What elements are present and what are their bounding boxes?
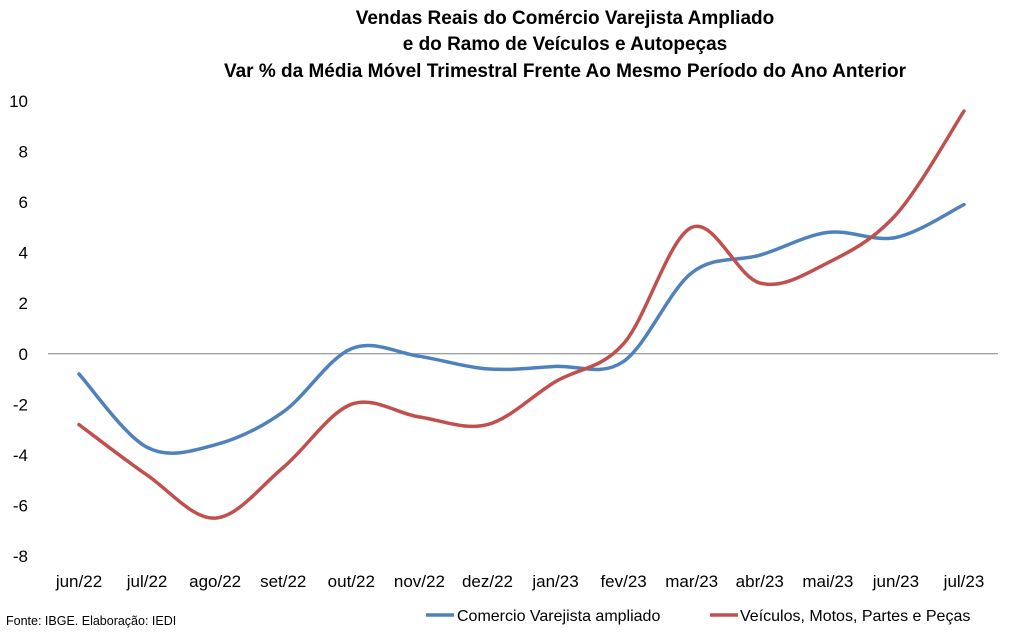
x-tick-label: ago/22: [189, 572, 241, 591]
x-tick-label: mar/23: [665, 572, 718, 591]
x-tick-label: out/22: [328, 572, 375, 591]
x-tick-label: jan/23: [531, 572, 578, 591]
y-tick-label: -2: [13, 395, 28, 414]
x-tick-label: nov/22: [394, 572, 445, 591]
source-note: Fonte: IBGE. Elaboração: IEDI: [6, 614, 176, 628]
x-tick-label: jul/23: [943, 572, 985, 591]
x-tick-label: set/22: [260, 572, 306, 591]
y-tick-label: 2: [19, 294, 28, 313]
chart-title-line: Vendas Reais do Comércio Varejista Ampli…: [356, 8, 775, 29]
x-tick-label: fev/23: [600, 572, 646, 591]
x-tick-label: dez/22: [462, 572, 513, 591]
x-tick-label: abr/23: [736, 572, 784, 591]
y-tick-label: 8: [19, 143, 28, 162]
chart-title-line: e do Ramo de Veículos e Autopeças: [403, 34, 728, 55]
legend-label: Comercio Varejista ampliado: [457, 608, 660, 625]
x-tick-label: jul/22: [126, 572, 168, 591]
y-tick-label: 0: [19, 345, 28, 364]
y-tick-label: -6: [13, 496, 28, 515]
y-tick-label: -8: [13, 547, 28, 566]
y-tick-label: 10: [9, 92, 28, 111]
x-tick-label: jun/23: [872, 572, 919, 591]
x-tick-label: mai/23: [802, 572, 853, 591]
chart-title: Vendas Reais do Comércio Varejista Ampli…: [224, 8, 907, 82]
y-tick-label: 4: [19, 244, 28, 263]
legend: Comercio Varejista ampliado Veículos, Mot…: [426, 608, 970, 625]
series-line-2: [77, 109, 966, 520]
series-lines: [77, 109, 966, 520]
x-tick-label: jun/22: [55, 572, 102, 591]
y-tick-label: -4: [13, 446, 28, 465]
series-line-1: [77, 202, 966, 455]
x-axis-tick-labels: jun/22 jul/22 ago/22 set/22 out/22 nov/22 dez/…: [55, 572, 984, 591]
y-axis-tick-labels: 10 8 6 4 2 0 -2 -4 -6 -8: [9, 92, 28, 566]
legend-label: Veículos, Motos, Partes e Peças: [740, 608, 970, 625]
chart-title-line: Var % da Média Móvel Trimestral Frente A…: [224, 61, 907, 82]
y-tick-label: 6: [19, 193, 28, 212]
